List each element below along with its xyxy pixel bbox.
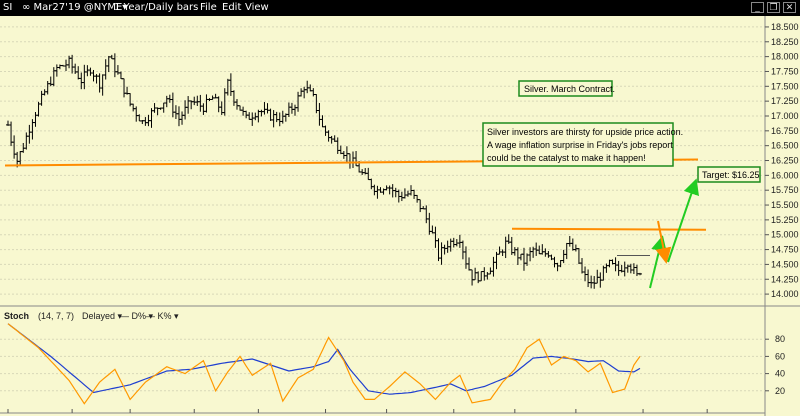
stoch-tick-label: 80 [775,334,785,344]
note-line-2: A wage inflation surprise in Friday's jo… [487,140,673,150]
pullback-arrow [655,220,672,264]
stoch-tick-label: 20 [775,386,785,396]
price-tick-label: 16.750 [771,126,799,136]
stoch-d-line [7,323,641,395]
stoch-d-label: — D% ▾ [120,311,154,321]
menu-file[interactable]: File [200,2,217,13]
stoch-tick-label: 60 [775,351,785,361]
menu-edit[interactable]: Edit [222,2,242,13]
price-tick-label: 17.500 [771,81,799,91]
price-tick-label: 17.750 [771,66,799,76]
symbol-label[interactable]: SI [3,2,13,13]
stoch-gridlines [0,338,765,392]
chart-background [0,16,800,416]
price-tick-label: 15.500 [771,200,799,210]
price-tick-label: 18.250 [771,37,799,47]
menu-view[interactable]: View [245,2,269,13]
contract-annotation-text: Silver. March Contract. [524,84,615,94]
ohlc-bar [638,272,642,276]
target-annotation: Target: $16.25 [697,166,761,183]
price-tick-label: 16.250 [771,156,799,166]
resistance-lines [511,227,707,257]
price-tick-label: 14.500 [771,259,799,269]
stoch-k-label: — K% ▾ [146,311,179,321]
window-titlebar: SI ∞ Mar27'19 @NYME▾ 1 Year/Daily bars F… [0,0,800,16]
stoch-legend: Stoch (14, 7, 7) Delayed ▾ — D% ▾ — K% ▾ [4,311,179,321]
price-tick-label: 16.500 [771,141,799,151]
price-tick-label: 14.000 [771,289,799,299]
resistance-line-upper [511,227,707,231]
stoch-axis: 80 60 40 20 [765,334,785,396]
stoch-title: Stoch [4,311,29,321]
price-bars [6,53,642,289]
projection-arrows [649,178,699,289]
price-tick-label: 16.000 [771,170,799,180]
stoch-k-line [7,323,641,405]
price-axis: 18.500 18.250 18.000 17.750 17.500 17.250 17.0… [764,16,799,416]
minimize-icon[interactable]: _ [751,2,764,13]
date-axis: Jan '18Feb '18Mar '18Apr '18May '18Jun '… [0,409,765,414]
restore-icon[interactable]: ❐ [767,2,780,13]
timeframe-label[interactable]: 1 Year/Daily bars [114,2,199,13]
price-tick-label: 14.750 [771,245,799,255]
price-tick-label: 17.000 [771,111,799,121]
close-icon[interactable]: ✕ [783,2,796,13]
window-controls: _ ❐ ✕ [751,2,796,13]
chart-area[interactable]: 18.500 18.250 18.000 17.750 17.500 17.250 17.0… [0,16,800,416]
stoch-mode: Delayed ▾ [82,311,123,321]
price-tick-label: 14.250 [771,274,799,284]
contract-dropdown[interactable]: ∞ Mar27'19 @NYME▾ [22,2,128,13]
price-tick-label: 15.250 [771,215,799,225]
stoch-params: (14, 7, 7) [38,311,74,321]
contract-annotation: Silver. March Contract. [518,80,615,97]
note-annotation: Silver investors are thirsty for upside … [482,122,683,167]
price-tick-label: 15.000 [771,230,799,240]
price-tick-label: 18.000 [771,52,799,62]
note-line-1: Silver investors are thirsty for upside … [487,127,683,137]
target-annotation-text: Target: $16.25 [702,170,760,180]
note-line-3: could be the catalyst to make it happen! [487,153,646,163]
price-tick-label: 18.500 [771,22,799,32]
up-arrow-long [667,178,699,263]
price-tick-label: 15.750 [771,185,799,195]
stoch-tick-label: 40 [775,369,785,379]
price-tick-label: 17.250 [771,96,799,106]
